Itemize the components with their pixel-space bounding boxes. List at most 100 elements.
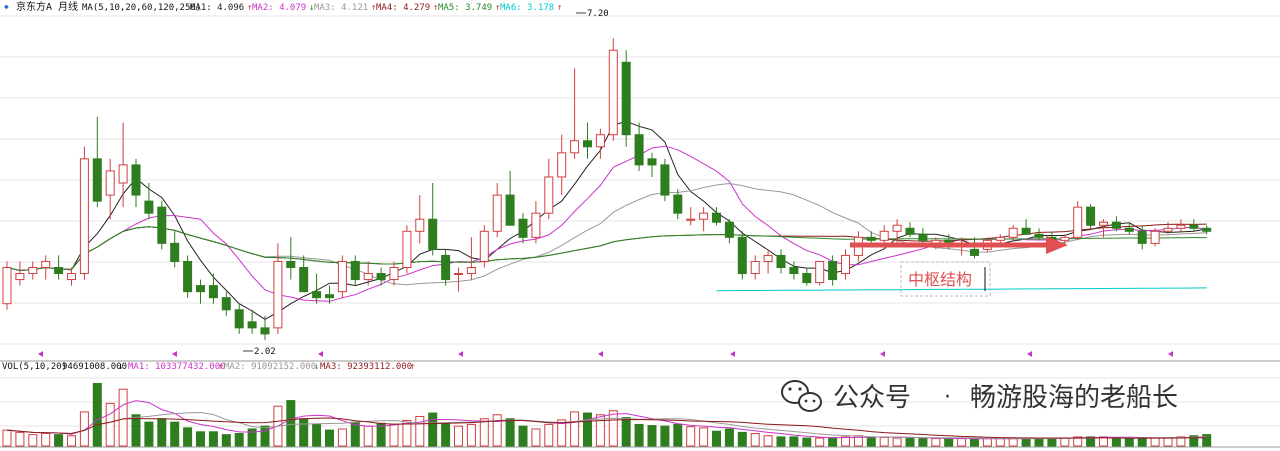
vol-ma-value-3: MA3: 92393112.000↑ bbox=[320, 362, 415, 372]
vol-label: VOL(5,10,20) bbox=[2, 362, 67, 372]
candle-body bbox=[1189, 224, 1199, 229]
candle bbox=[2, 261, 12, 310]
candle bbox=[789, 261, 799, 280]
candle-body bbox=[621, 61, 631, 136]
volume-bar bbox=[376, 422, 386, 447]
candle-body bbox=[312, 291, 322, 299]
candle-body bbox=[2, 267, 12, 305]
volume-bar bbox=[247, 428, 257, 447]
vol-ma-text: MA2: 91092152.000 bbox=[224, 362, 316, 372]
volume-bar bbox=[828, 437, 838, 447]
candle-body bbox=[428, 218, 438, 250]
candle-body bbox=[1124, 227, 1134, 232]
volume-bar bbox=[841, 436, 850, 447]
candle-body bbox=[196, 285, 205, 293]
volume-bar bbox=[492, 414, 502, 447]
candle bbox=[647, 152, 657, 177]
candle-body bbox=[454, 273, 463, 276]
volume-bar bbox=[1137, 437, 1147, 447]
volume-bar bbox=[1111, 436, 1121, 447]
candle bbox=[350, 255, 360, 286]
candle bbox=[157, 201, 167, 250]
candle bbox=[634, 122, 644, 171]
vol-ma-values: MA1: 103377432.000↑ MA2: 91092152.000↓ MA3… bbox=[128, 362, 415, 372]
candle bbox=[41, 255, 51, 280]
volume-bar bbox=[531, 428, 541, 447]
candle-body bbox=[389, 267, 399, 281]
candle bbox=[583, 122, 592, 159]
candle bbox=[1073, 201, 1083, 241]
ma-arrow: ↑ bbox=[495, 3, 500, 13]
volume-bar bbox=[1202, 434, 1212, 447]
candle-body bbox=[157, 206, 167, 244]
candle-body bbox=[699, 212, 709, 220]
candle bbox=[802, 267, 812, 286]
candle-body bbox=[118, 164, 128, 184]
candle-body bbox=[1021, 227, 1031, 235]
candle-body bbox=[1163, 227, 1173, 232]
period-marker bbox=[880, 351, 885, 357]
candle-body bbox=[247, 321, 257, 329]
candle bbox=[776, 249, 786, 274]
period-marker bbox=[1027, 351, 1032, 357]
candle-body bbox=[54, 267, 64, 275]
volume-bar bbox=[428, 412, 438, 447]
candles bbox=[2, 38, 1212, 340]
candle bbox=[247, 309, 257, 334]
candle bbox=[118, 122, 128, 208]
candle-body bbox=[1150, 230, 1160, 244]
candle-body bbox=[144, 200, 154, 214]
candle-body bbox=[595, 134, 605, 148]
candle bbox=[260, 315, 270, 340]
volume-bar bbox=[789, 436, 799, 447]
volume-bar bbox=[479, 418, 489, 447]
candle bbox=[1150, 228, 1160, 247]
volume-bar bbox=[660, 425, 670, 447]
volume-bar bbox=[737, 431, 747, 447]
ma-arrow: ↑ bbox=[247, 3, 252, 13]
volume-bar bbox=[750, 433, 760, 447]
candle-body bbox=[583, 140, 592, 148]
candle bbox=[170, 231, 180, 268]
volume-bar bbox=[776, 436, 786, 447]
volume-bar bbox=[1086, 436, 1096, 447]
ma-arrow: ↑ bbox=[433, 3, 438, 13]
volume-bar bbox=[866, 436, 876, 447]
candle bbox=[763, 249, 773, 274]
volume-bar bbox=[995, 438, 1005, 447]
volume-bar bbox=[583, 412, 592, 447]
ma-label: MA(5,10,20,60,120,250) bbox=[82, 3, 201, 13]
candle-body bbox=[815, 260, 825, 284]
candle-body bbox=[183, 260, 193, 293]
candle-body bbox=[41, 260, 51, 269]
volume-bar bbox=[970, 438, 979, 447]
candle bbox=[67, 267, 76, 286]
volume-bar bbox=[982, 438, 992, 447]
volume-bar bbox=[234, 433, 244, 447]
volume-bar bbox=[454, 425, 463, 447]
candle-body bbox=[28, 267, 38, 275]
volume-bar bbox=[621, 417, 631, 447]
volume-bar bbox=[402, 419, 412, 447]
vol-ma-value-2: MA2: 91092152.000↓ bbox=[224, 362, 319, 372]
candle bbox=[866, 231, 876, 244]
candle-body bbox=[918, 233, 928, 241]
ma250-line bbox=[716, 287, 1207, 292]
candle-body bbox=[402, 230, 412, 269]
volume-bar bbox=[1073, 436, 1083, 447]
candle-body bbox=[105, 170, 115, 196]
ma-values: MA1: 4.096 ↑ MA2: 4.079 ↓ MA3: 4.121 ↑ MA4: 4.… bbox=[190, 3, 562, 13]
expand-icon[interactable]: ◆ bbox=[4, 2, 9, 11]
candle bbox=[1086, 204, 1096, 229]
candle-body bbox=[1086, 206, 1096, 226]
volume-bar bbox=[325, 429, 334, 447]
candle-body bbox=[737, 236, 747, 275]
candle-body bbox=[544, 176, 554, 214]
volume-bar bbox=[905, 437, 915, 447]
candle-body bbox=[260, 327, 270, 335]
candle-body bbox=[325, 294, 334, 299]
candle bbox=[144, 183, 154, 220]
volume-bar bbox=[299, 418, 309, 447]
candle bbox=[1163, 222, 1173, 235]
volume-bar bbox=[208, 431, 218, 447]
